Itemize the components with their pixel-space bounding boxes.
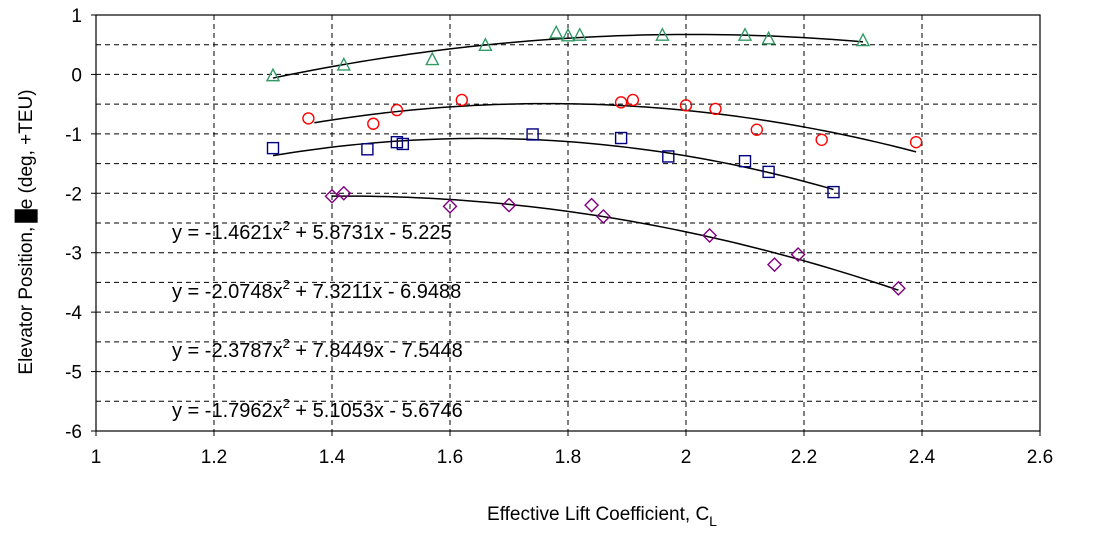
trendline-equation: y = -2.3787x2 + 7.8449x - 7.5448 [172, 336, 463, 362]
triangle-marker [336, 56, 351, 71]
trendline-equations: y = -1.4621x2 + 5.8731x - 5.225 y = -2.07… [172, 218, 463, 422]
trendline-equation: y = -1.7962x2 + 5.1053x - 5.6746 [172, 396, 463, 422]
y-tick-label: 0 [71, 65, 82, 86]
circle-marker [815, 133, 828, 147]
circle-marker [614, 96, 628, 109]
y-tick-label: -5 [65, 363, 82, 384]
triangle-marker [572, 27, 587, 41]
square-marker [526, 128, 539, 141]
circle-marker [626, 93, 640, 107]
data-markers [265, 24, 923, 296]
fit-curve-circle [314, 102, 917, 153]
diamond-marker [442, 198, 458, 214]
diamond-marker [790, 247, 806, 262]
svg-text:Elevator Position,█e (deg, +TE: Elevator Position,█e (deg, +TEU) [14, 89, 38, 374]
circle-marker [679, 99, 693, 112]
y-tick-label: -3 [65, 244, 82, 265]
y-axis-title: Elevator Position,█e (deg, +TEU) [14, 89, 38, 374]
y-tick-label: -1 [65, 125, 82, 146]
delta-glyph: █ [14, 209, 38, 223]
x-tick-label: 1.2 [201, 447, 227, 468]
circle-marker [390, 103, 404, 117]
diamond-marker [324, 188, 340, 204]
diamond-marker [595, 208, 611, 224]
triangle-marker [737, 27, 753, 41]
circle-marker [455, 93, 468, 107]
y-tick-label: -2 [65, 184, 82, 205]
x-tick-label: 2.2 [791, 447, 817, 468]
square-marker [738, 154, 752, 168]
diamond-marker [702, 227, 718, 243]
circle-marker [302, 112, 315, 125]
square-marker [266, 141, 280, 155]
x-tick-label: 1.4 [319, 447, 346, 468]
diamond-marker [584, 197, 600, 213]
fit-curve-triangle [272, 33, 864, 79]
triangle-marker [855, 32, 871, 47]
diamond-marker [501, 197, 517, 213]
y-tick-label: -4 [65, 303, 82, 324]
gridlines [96, 15, 1040, 431]
x-tick-label: 2 [681, 447, 692, 468]
triangle-marker [425, 51, 440, 66]
triangle-marker [265, 67, 281, 82]
axis-ticks: 1 1.2 1.4 1.6 1.8 2 2.2 2.4 2.6 1 0 -1 -2 -3 -4 -5 -6 [65, 6, 1053, 468]
triangle-marker [478, 37, 493, 52]
trendline-equation: y = -2.0748x2 + 7.3211x - 6.9488 [172, 277, 461, 303]
diamond-marker [767, 257, 782, 273]
triangle-marker [655, 27, 670, 41]
square-marker [827, 185, 840, 199]
trendline-equation: y = -1.4621x2 + 5.8731x - 5.225 [172, 218, 452, 244]
x-tick-label: 2.6 [1027, 447, 1053, 468]
y-tick-label: 1 [71, 6, 82, 27]
square-marker [396, 137, 409, 151]
triangle-marker [761, 30, 776, 45]
diamond-marker [890, 280, 906, 296]
diamond-marker [336, 185, 352, 201]
x-tick-label: 1.6 [437, 447, 463, 468]
fit-curves [272, 33, 917, 291]
x-tick-label: 1 [91, 447, 102, 468]
square-marker [762, 165, 775, 179]
fit-curve-diamond [331, 195, 899, 291]
x-tick-label: 1.8 [555, 447, 581, 468]
circle-marker [909, 135, 923, 149]
square-marker [662, 150, 675, 163]
x-axis-title-subscript: L [709, 513, 717, 529]
x-axis-title: Effective Lift Coefficient, CL [487, 504, 717, 529]
triangle-marker [549, 24, 564, 39]
circle-marker [367, 117, 380, 130]
square-marker [361, 143, 374, 156]
y-tick-label: -6 [65, 422, 82, 443]
circle-marker [750, 123, 763, 136]
triangle-marker [560, 27, 576, 42]
circle-marker [709, 102, 722, 116]
square-marker [614, 131, 628, 145]
x-tick-label: 2.4 [909, 447, 936, 468]
